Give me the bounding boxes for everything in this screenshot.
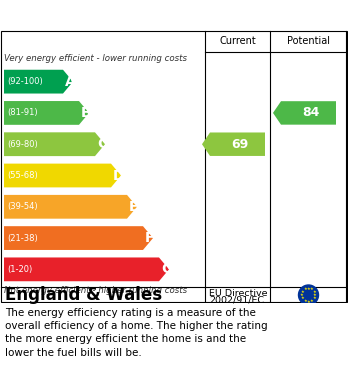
Polygon shape [4, 226, 153, 250]
Text: ★: ★ [303, 287, 307, 291]
Text: (69-80): (69-80) [7, 140, 38, 149]
Text: ★: ★ [310, 287, 314, 291]
Text: C: C [97, 137, 107, 151]
Text: ★: ★ [310, 299, 314, 303]
Text: ★: ★ [313, 293, 317, 297]
Text: Current: Current [219, 36, 256, 46]
Polygon shape [4, 163, 121, 187]
Text: F: F [145, 231, 155, 245]
Polygon shape [4, 70, 73, 93]
Polygon shape [4, 257, 169, 281]
Text: ★: ★ [307, 300, 310, 303]
Text: ★: ★ [312, 290, 316, 294]
Text: EU Directive: EU Directive [209, 289, 268, 298]
Text: 2002/91/EC: 2002/91/EC [209, 296, 264, 305]
Text: (1-20): (1-20) [7, 265, 32, 274]
Polygon shape [4, 101, 89, 125]
Text: 84: 84 [302, 106, 319, 119]
Text: (81-91): (81-91) [7, 108, 38, 117]
Text: (39-54): (39-54) [7, 202, 38, 211]
Text: ★: ★ [300, 293, 304, 297]
Text: 69: 69 [231, 138, 248, 151]
Text: ★: ★ [301, 296, 305, 300]
Polygon shape [4, 195, 137, 219]
Text: ★: ★ [307, 287, 310, 291]
Polygon shape [202, 133, 265, 156]
Text: (21-38): (21-38) [7, 233, 38, 242]
Polygon shape [4, 132, 105, 156]
Text: ★: ★ [312, 296, 316, 300]
Polygon shape [273, 101, 336, 125]
Text: (92-100): (92-100) [7, 77, 43, 86]
Text: B: B [81, 106, 92, 120]
Text: D: D [113, 169, 125, 183]
Text: (55-68): (55-68) [7, 171, 38, 180]
Text: ★: ★ [301, 290, 305, 294]
Text: Potential: Potential [287, 36, 330, 46]
Text: Not energy efficient - higher running costs: Not energy efficient - higher running co… [4, 286, 187, 295]
Text: Energy Efficiency Rating: Energy Efficiency Rating [10, 7, 232, 23]
Text: ★: ★ [303, 299, 307, 303]
Text: A: A [65, 75, 76, 89]
Circle shape [299, 285, 318, 305]
Text: Very energy efficient - lower running costs: Very energy efficient - lower running co… [4, 54, 187, 63]
Text: G: G [161, 262, 172, 276]
Text: The energy efficiency rating is a measure of the
overall efficiency of a home. T: The energy efficiency rating is a measur… [5, 308, 268, 358]
Text: England & Wales: England & Wales [5, 286, 162, 304]
Text: E: E [129, 200, 139, 214]
